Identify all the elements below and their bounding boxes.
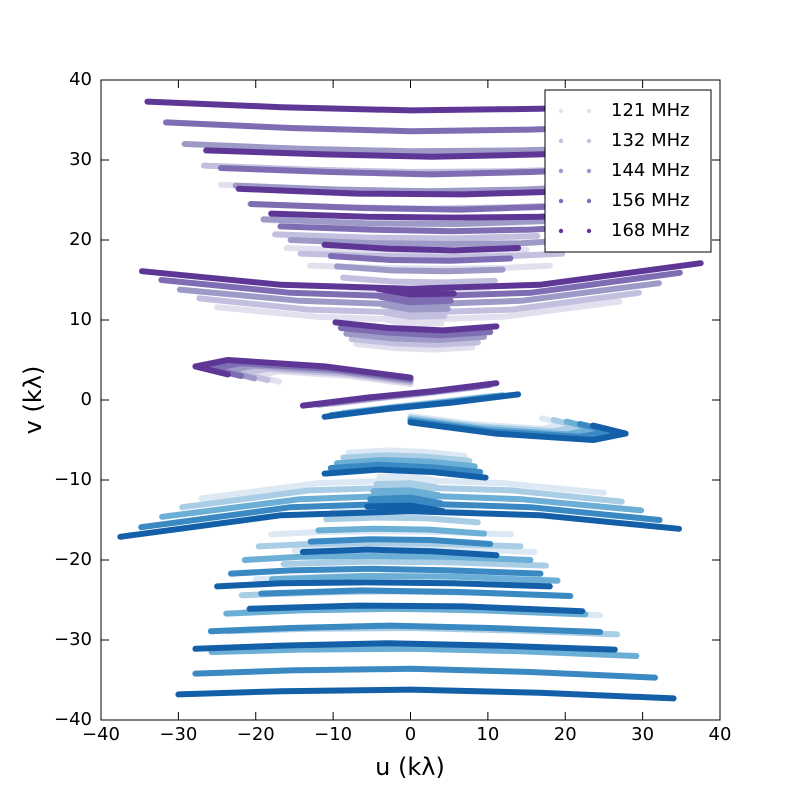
x-tick-label: 40 [709,724,732,745]
x-tick-label: 0 [405,724,416,745]
legend-box [544,89,712,253]
uv-track [139,98,704,409]
legend-marker [586,108,592,114]
y-axis-label: v (kλ) [19,366,47,435]
legend-label: 168 MHz [611,220,690,241]
x-tick-label: −40 [82,724,120,745]
y-tick-label: 40 [69,69,92,90]
legend-marker [586,138,592,144]
uv-track-conjugate [117,391,682,702]
y-tick-label: −10 [54,469,92,490]
y-tick-label: −20 [54,549,92,570]
legend: 121 MHz 132 MHz 144 MHz 156 MHz 168 MHz [544,89,712,253]
legend-label: 144 MHz [611,160,690,181]
x-tick-label: −20 [237,724,275,745]
legend-label: 132 MHz [611,130,690,151]
y-tick-label: 0 [81,389,92,410]
x-tick-label: 30 [631,724,654,745]
legend-marker [558,138,564,144]
legend-marker [558,168,564,174]
x-tick-label: 20 [554,724,577,745]
legend-marker [586,198,592,204]
legend-marker [586,228,592,234]
y-tick-label: −40 [54,709,92,730]
x-axis-label: u (kλ) [375,753,445,781]
x-tick-label: −10 [314,724,352,745]
x-tick-label: −30 [159,724,197,745]
legend-marker [558,228,564,234]
y-tick-label: 30 [69,149,92,170]
legend-marker [586,168,592,174]
y-tick-label: 20 [69,229,92,250]
x-tick-label: 10 [476,724,499,745]
legend-label: 156 MHz [611,190,690,211]
y-tick-label: −30 [54,629,92,650]
y-tick-label: 10 [69,309,92,330]
legend-marker [558,198,564,204]
plot-area [117,98,704,702]
legend-marker [558,108,564,114]
legend-label: 121 MHz [611,100,690,121]
